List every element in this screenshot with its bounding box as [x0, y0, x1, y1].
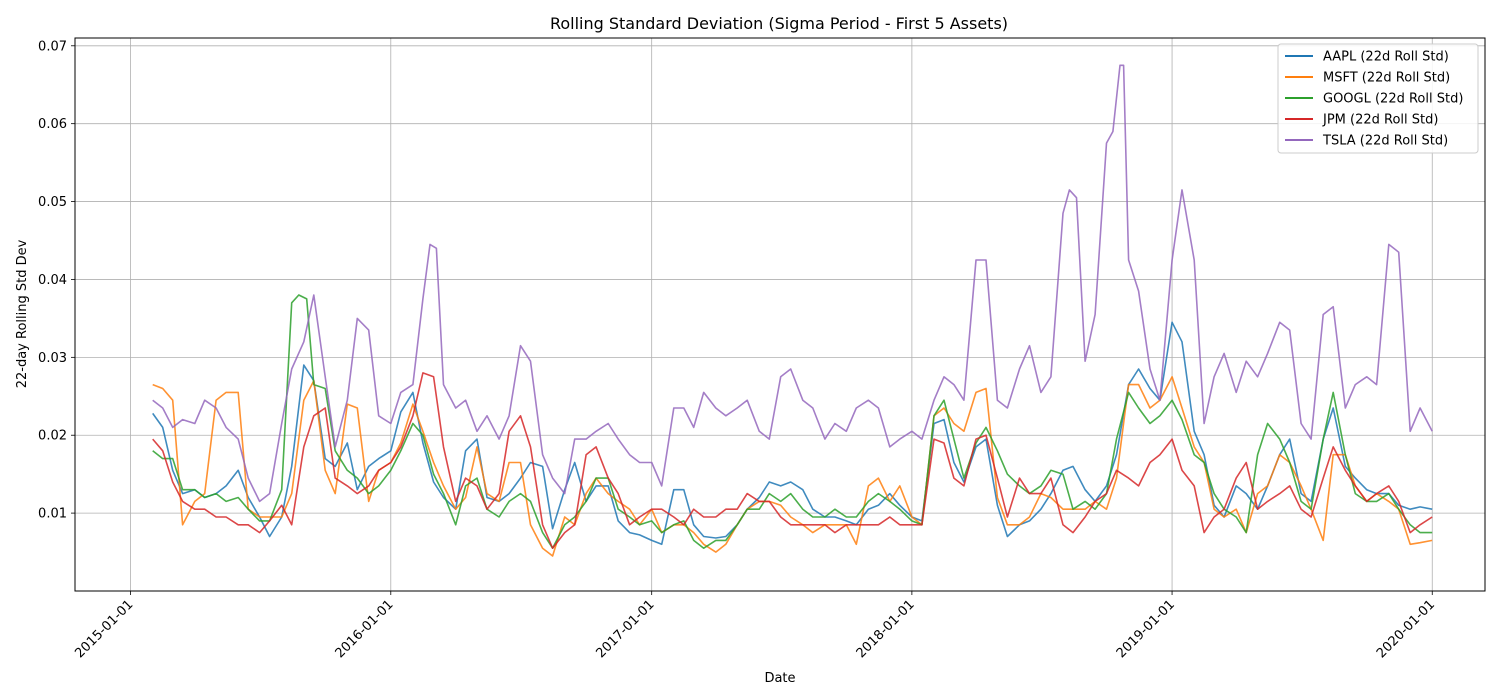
x-axis-label: Date	[764, 671, 795, 686]
legend-label-msft: MSFT (22d Roll Std)	[1323, 71, 1450, 86]
y-tick-label: 0.04	[38, 273, 67, 288]
legend-label-tsla: TSLA (22d Roll Std)	[1322, 134, 1448, 149]
legend-label-jpm: JPM (22d Roll Std)	[1322, 113, 1438, 128]
legend-box	[1277, 43, 1479, 154]
y-tick-label: 0.03	[38, 351, 67, 366]
series-line-tsla	[152, 64, 1433, 503]
y-tick-label: 0.01	[38, 507, 67, 522]
series-line-googl	[152, 294, 1433, 549]
y-tick-label: 0.02	[38, 429, 67, 444]
legend: AAPL (22d Roll Std) MSFT (22d Roll Std) GO…	[1277, 43, 1479, 154]
y-tick-label: 0.06	[38, 117, 67, 132]
series-line-msft	[152, 376, 1433, 557]
y-tick-label: 0.05	[38, 195, 67, 210]
series-line-jpm	[152, 372, 1433, 549]
legend-label-aapl: AAPL (22d Roll Std)	[1323, 50, 1449, 65]
series-layer	[152, 64, 1433, 557]
y-tick-label: 0.07	[38, 39, 67, 54]
y-axis: 0.01 0.02 0.03 0.04 0.05 0.06 0.07	[38, 39, 75, 522]
chart-title: Rolling Standard Deviation (Sigma Period…	[550, 14, 1008, 33]
y-axis-label: 22-day Rolling Std Dev	[15, 239, 30, 388]
legend-label-googl: GOOGL (22d Roll Std)	[1323, 92, 1463, 107]
plot-area-frame	[74, 37, 1486, 592]
